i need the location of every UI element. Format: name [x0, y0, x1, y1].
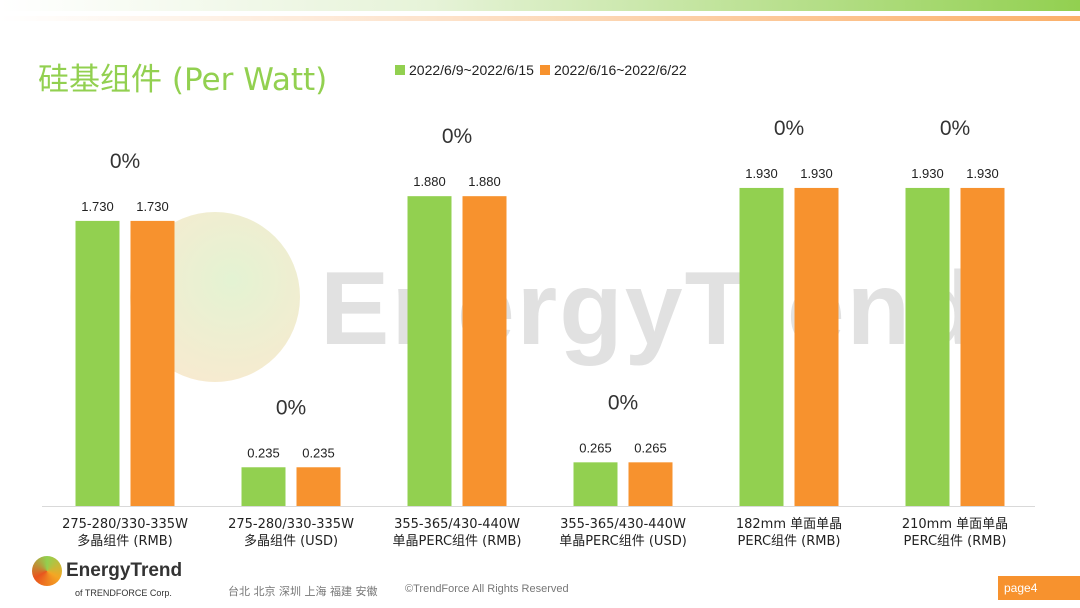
bar — [960, 187, 1005, 506]
bar — [794, 187, 839, 506]
data-label: 1.880 — [413, 174, 446, 189]
bar — [296, 467, 341, 506]
bar — [628, 462, 673, 506]
category-label-line: 210mm 单面单晶 — [901, 517, 1009, 532]
legend-item-1: 2022/6/9~2022/6/15 — [395, 62, 534, 78]
category-label-line: 355-365/430-440W — [394, 517, 520, 532]
category-label-line: 275-280/330-335W — [228, 517, 354, 532]
category-label-line: 多晶组件 (USD) — [243, 534, 339, 549]
data-label: 1.930 — [800, 166, 833, 181]
legend-label-1: 2022/6/9~2022/6/15 — [409, 62, 534, 78]
change-label: 0% — [110, 150, 140, 173]
category-label: 275-280/330-335W 多晶组件 (RMB) — [40, 516, 210, 550]
category-label-line: 275-280/330-335W — [62, 517, 188, 532]
bar — [407, 196, 452, 506]
data-label: 1.730 — [81, 199, 114, 214]
category-label: 182mm 单面单晶 PERC组件 (RMB) — [704, 516, 874, 550]
legend-swatch-orange — [539, 65, 550, 75]
header-accent-bar — [0, 16, 1080, 21]
category-label-line: PERC组件 (RMB) — [903, 534, 1007, 549]
data-label: 0.235 — [247, 445, 280, 460]
category-label: 355-365/430-440W 单晶PERC组件 (USD) — [538, 516, 708, 550]
bar — [905, 187, 950, 506]
change-label: 0% — [442, 125, 472, 148]
legend-swatch-green — [395, 65, 405, 75]
bar — [462, 196, 507, 506]
category-label-line: PERC组件 (RMB) — [737, 534, 841, 549]
data-label: 0.265 — [634, 440, 667, 455]
change-label: 0% — [940, 117, 970, 140]
category-label-line: 单晶PERC组件 (USD) — [559, 534, 687, 549]
change-label: 0% — [276, 396, 306, 419]
footer-logo: EnergyTrend — [32, 556, 182, 586]
footer-cities: 台北 北京 深圳 上海 福建 安徽 — [228, 585, 378, 598]
category-label: 355-365/430-440W 单晶PERC组件 (RMB) — [372, 516, 542, 550]
legend-label-2: 2022/6/16~2022/6/22 — [553, 62, 687, 78]
category-label-line: 182mm 单面单晶 — [735, 517, 843, 532]
category-label-line: 355-365/430-440W — [560, 517, 686, 532]
data-label: 1.930 — [911, 166, 944, 181]
footer-copyright: ©TrendForce All Rights Reserved — [405, 583, 569, 595]
change-label: 0% — [774, 117, 804, 140]
bar — [241, 467, 286, 506]
category-label-line: 单晶PERC组件 (RMB) — [392, 534, 522, 549]
energytrend-logo-icon — [32, 556, 62, 586]
category-label-line: 多晶组件 (RMB) — [77, 534, 173, 549]
data-label: 1.930 — [745, 166, 778, 181]
data-label: 1.730 — [136, 199, 169, 214]
page-number: page4 — [998, 576, 1080, 600]
page-title: 硅基组件 (Per Watt) — [38, 62, 328, 98]
data-label: 0.265 — [579, 440, 612, 455]
header-gradient-bar — [0, 0, 1080, 11]
bar — [739, 187, 784, 506]
bar — [573, 462, 618, 506]
chart-legend: 2022/6/9~2022/6/15 2022/6/16~2022/6/22 — [395, 62, 687, 78]
footer-logo-text: EnergyTrend — [66, 560, 183, 581]
data-label: 1.880 — [468, 174, 501, 189]
legend-item-2: 2022/6/16~2022/6/22 — [539, 62, 687, 78]
change-label: 0% — [608, 391, 638, 414]
data-label: 0.235 — [302, 445, 335, 460]
bar — [130, 220, 175, 506]
bar — [75, 220, 120, 506]
data-label: 1.930 — [966, 166, 999, 181]
footer-logo-sub: of TRENDFORCE Corp. — [75, 588, 172, 598]
category-label: 210mm 单面单晶 PERC组件 (RMB) — [870, 516, 1040, 550]
category-label: 275-280/330-335W 多晶组件 (USD) — [206, 516, 376, 550]
